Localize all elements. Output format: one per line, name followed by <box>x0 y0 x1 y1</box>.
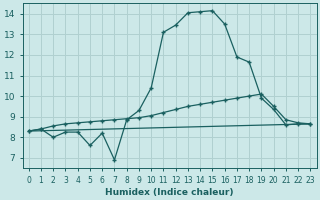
X-axis label: Humidex (Indice chaleur): Humidex (Indice chaleur) <box>105 188 234 197</box>
